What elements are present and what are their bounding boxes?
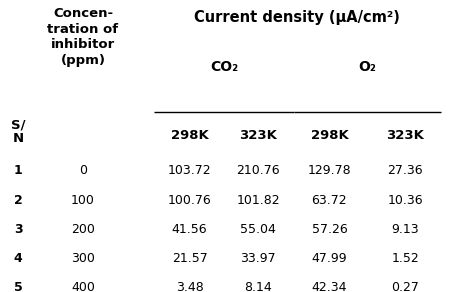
Text: S/
N: S/ N [11,118,25,145]
Text: 47.99: 47.99 [311,252,347,265]
Text: 200: 200 [71,223,95,236]
Text: 1: 1 [14,164,22,177]
Text: 300: 300 [71,252,95,265]
Text: 0.27: 0.27 [392,281,419,292]
Text: 63.72: 63.72 [311,194,347,206]
Text: CO₂: CO₂ [210,60,238,74]
Text: Concen-
tration of
inhibitor
(ppm): Concen- tration of inhibitor (ppm) [47,7,118,67]
Text: 3.48: 3.48 [176,281,203,292]
Text: 0: 0 [79,164,87,177]
Text: 100.76: 100.76 [168,194,211,206]
Text: 4: 4 [14,252,22,265]
Text: Current density (μA/cm²): Current density (μA/cm²) [194,10,401,25]
Text: 42.34: 42.34 [312,281,347,292]
Text: 323K: 323K [239,129,277,142]
Text: 41.56: 41.56 [172,223,208,236]
Text: 27.36: 27.36 [387,164,423,177]
Text: 10.36: 10.36 [387,194,423,206]
Text: 129.78: 129.78 [308,164,351,177]
Text: 101.82: 101.82 [237,194,280,206]
Text: 1.52: 1.52 [392,252,419,265]
Text: 21.57: 21.57 [172,252,208,265]
Text: 57.26: 57.26 [311,223,347,236]
Text: 3: 3 [14,223,22,236]
Text: 33.97: 33.97 [240,252,276,265]
Text: 9.13: 9.13 [392,223,419,236]
Text: 100: 100 [71,194,95,206]
Text: 103.72: 103.72 [168,164,211,177]
Text: 298K: 298K [310,129,348,142]
Text: 5: 5 [14,281,22,292]
Text: 298K: 298K [171,129,209,142]
Text: 8.14: 8.14 [245,281,272,292]
Text: 323K: 323K [386,129,424,142]
Text: 2: 2 [14,194,22,206]
Text: 400: 400 [71,281,95,292]
Text: 210.76: 210.76 [237,164,280,177]
Text: O₂: O₂ [358,60,376,74]
Text: 55.04: 55.04 [240,223,276,236]
